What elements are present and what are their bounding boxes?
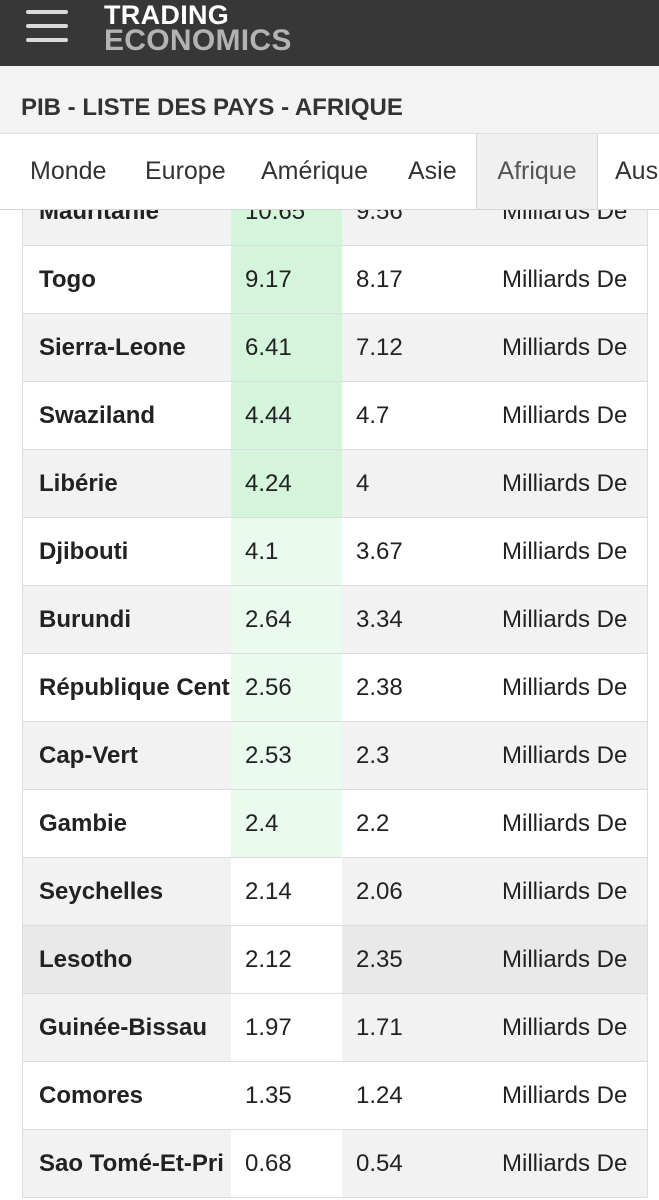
tab-australie[interactable]: Aus [615,157,659,185]
last-value: 4.44 [231,382,342,449]
last-value: 1.97 [231,994,342,1061]
table-row[interactable]: République Cent 2.56 2.38 Milliards De [22,654,648,722]
country-name[interactable]: Djibouti [39,537,129,565]
last-value: 1.35 [231,1062,342,1129]
table-row[interactable]: Lesotho 2.12 2.35 Milliards De [22,926,648,994]
menu-icon[interactable] [26,8,70,44]
last-value: 4.1 [231,518,342,585]
country-name[interactable]: Cap-Vert [39,741,138,769]
previous-value: 3.34 [356,605,403,633]
unit: Milliards De [502,265,628,293]
last-value: 9.17 [231,246,342,313]
previous-value: 8.17 [356,265,403,293]
table-row[interactable]: Comores 1.35 1.24 Milliards De [22,1062,648,1130]
unit: Milliards De [502,537,628,565]
country-name[interactable]: Guinée-Bissau [39,1013,208,1041]
table-row[interactable]: Sao Tomé-Et-Pri 0.68 0.54 Milliards De [22,1130,648,1198]
tab-europe[interactable]: Europe [145,157,226,185]
country-name[interactable]: Togo [39,265,96,293]
unit: Milliards De [502,333,628,361]
unit: Milliards De [502,1149,628,1177]
page-title: PIB - LISTE DES PAYS - AFRIQUE [21,94,403,121]
last-value: 2.4 [231,790,342,857]
previous-value: 4.7 [356,401,390,429]
country-name[interactable]: Lesotho [39,945,133,973]
country-name[interactable]: Comores [39,1081,144,1109]
last-value: 2.56 [231,654,342,721]
unit: Milliards De [502,741,628,769]
last-value: 4.24 [231,450,342,517]
table-row[interactable]: Swaziland 4.44 4.7 Milliards De [22,382,648,450]
previous-value: 3.67 [356,537,403,565]
table-row[interactable]: Djibouti 4.1 3.67 Milliards De [22,518,648,586]
previous-value: 4 [356,469,370,497]
last-value: 2.12 [231,926,342,993]
unit: Milliards De [502,809,628,837]
unit: Milliards De [502,673,628,701]
logo-line-1: TRADING [104,0,230,30]
site-logo[interactable]: TRADING ECONOMICS [104,0,292,57]
country-name[interactable]: Sao Tomé-Et-Pri [39,1149,224,1177]
country-name[interactable]: Libérie [39,469,118,497]
table-row[interactable]: Togo 9.17 8.17 Milliards De [22,246,648,314]
last-value: 6.41 [231,314,342,381]
previous-value: 2.2 [356,809,390,837]
tab-monde[interactable]: Monde [30,157,107,185]
country-name[interactable]: Burundi [39,605,131,633]
country-name[interactable]: Gambie [39,809,128,837]
previous-value: 1.24 [356,1081,403,1109]
country-name[interactable]: Sierra-Leone [39,333,186,361]
unit: Milliards De [502,469,628,497]
country-table: Mauritanie 10.65 9.56 Milliards De Togo 9.17 8… [22,179,648,1200]
table-body: Mauritanie 10.65 9.56 Milliards De Togo 9.17 8… [22,179,648,1198]
table-row[interactable]: Gambie 2.4 2.2 Milliards De [22,790,648,858]
previous-value: 2.06 [356,877,403,905]
country-name[interactable]: Swaziland [39,401,156,429]
previous-value: 0.54 [356,1149,403,1177]
tab-asie[interactable]: Asie [408,157,457,185]
title-bar: PIB - LISTE DES PAYS - AFRIQUE [0,66,659,134]
last-value: 2.53 [231,722,342,789]
top-header: TRADING ECONOMICS [0,0,659,66]
table-row[interactable]: Sierra-Leone 6.41 7.12 Milliards De [22,314,648,382]
table-row[interactable]: Cap-Vert 2.53 2.3 Milliards De [22,722,648,790]
table-row[interactable]: Seychelles 2.14 2.06 Milliards De [22,858,648,926]
last-value: 0.68 [231,1130,342,1197]
logo-line-2: ECONOMICS [104,24,292,57]
country-name[interactable]: Seychelles [39,877,164,905]
unit: Milliards De [502,1081,628,1109]
table-row[interactable]: Libérie 4.24 4 Milliards De [22,450,648,518]
unit: Milliards De [502,945,628,973]
previous-value: 1.71 [356,1013,403,1041]
previous-value: 2.35 [356,945,403,973]
tab-afrique[interactable]: Afrique [476,134,598,209]
unit: Milliards De [502,605,628,633]
last-value: 2.14 [231,858,342,925]
previous-value: 2.3 [356,741,390,769]
previous-value: 7.12 [356,333,403,361]
unit: Milliards De [502,877,628,905]
table-row[interactable]: Guinée-Bissau 1.97 1.71 Milliards De [22,994,648,1062]
country-name[interactable]: République Cent [39,673,230,701]
previous-value: 2.38 [356,673,403,701]
tab-amerique[interactable]: Amérique [261,157,368,185]
table-row[interactable]: Burundi 2.64 3.34 Milliards De [22,586,648,654]
unit: Milliards De [502,1013,628,1041]
region-tabs: Monde Europe Amérique Asie Afrique Aus [0,134,659,210]
unit: Milliards De [502,401,628,429]
last-value: 2.64 [231,586,342,653]
